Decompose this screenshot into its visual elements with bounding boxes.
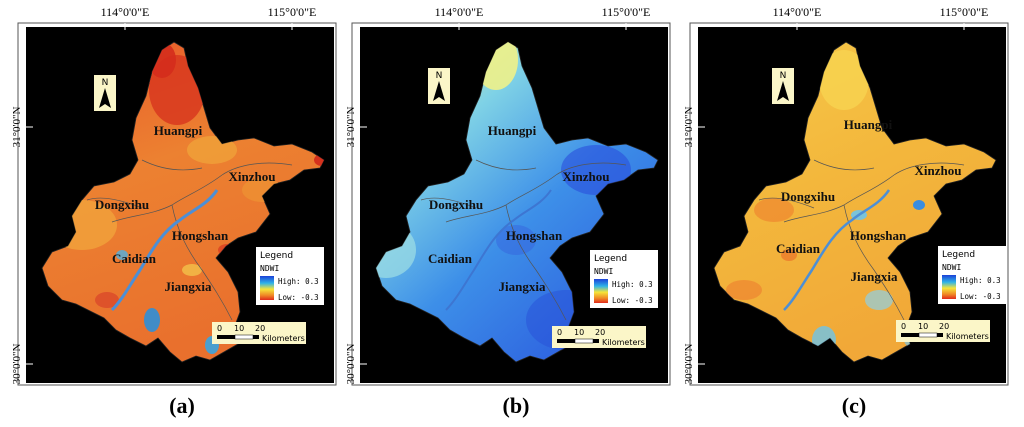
scale-bar: 0 10 20 Kilometers bbox=[896, 320, 990, 342]
district-label-dongxihu: Dongxihu bbox=[95, 197, 149, 212]
longitude-label-114: 114°0'0"E bbox=[435, 5, 484, 19]
district-lines bbox=[86, 159, 293, 321]
svg-text:0: 0 bbox=[557, 328, 562, 337]
map-figure-c: N Huangpi Xinzhou Dongxihu Hongshan Caid… bbox=[684, 5, 1009, 386]
panel-caption-b: (b) bbox=[502, 393, 530, 418]
legend-variable: NDWI bbox=[942, 263, 961, 272]
legend-high: High: 0.3 bbox=[960, 276, 1001, 285]
longitude-label-115: 115°0'0"E bbox=[940, 5, 989, 19]
scale-unit: Kilometers bbox=[262, 334, 305, 343]
longitude-label-114: 114°0'0"E bbox=[101, 5, 150, 19]
legend-color-ramp bbox=[942, 275, 956, 299]
district-label-jiangxia: Jiangxia bbox=[165, 279, 212, 294]
latitude-label-31: 31°0'0"N bbox=[12, 107, 23, 148]
district-label-caidian: Caidian bbox=[112, 251, 157, 266]
district-label-caidian: Caidian bbox=[776, 241, 821, 256]
legend: Legend NDWI High: 0.3 Low: -0.3 bbox=[590, 250, 658, 308]
north-arrow-label: N bbox=[436, 71, 443, 81]
latitude-label-31: 31°0'0"N bbox=[684, 107, 695, 148]
district-label-huangpi: Huangpi bbox=[488, 123, 537, 138]
district-label-huangpi: Huangpi bbox=[154, 123, 203, 138]
district-label-huangpi: Huangpi bbox=[844, 117, 893, 132]
scale-unit: Kilometers bbox=[946, 332, 989, 341]
scale-unit: Kilometers bbox=[602, 338, 645, 347]
longitude-label-115: 115°0'0"E bbox=[602, 5, 651, 19]
north-arrow: N bbox=[428, 68, 450, 104]
latitude-label-31: 31°0'0"N bbox=[346, 107, 357, 148]
district-label-caidian: Caidian bbox=[428, 251, 473, 266]
legend-color-ramp bbox=[260, 276, 274, 300]
yangtze-river bbox=[445, 189, 552, 311]
scale-bar: 0 10 20 Kilometers bbox=[552, 326, 646, 348]
north-arrow-label: N bbox=[102, 78, 109, 88]
scale-bar: 0 10 20 Kilometers bbox=[212, 322, 306, 344]
legend-low: Low: -0.3 bbox=[612, 296, 653, 305]
legend: Legend NDWI High: 0.3 Low: -0.3 bbox=[938, 246, 1006, 304]
map-figure-b: N Huangpi Xinzhou Dongxihu Hongshan Caid… bbox=[346, 5, 671, 386]
district-label-xinzhou: Xinzhou bbox=[915, 163, 962, 178]
district-label-xinzhou: Xinzhou bbox=[229, 169, 276, 184]
panel-caption-c: (c) bbox=[841, 393, 867, 418]
ndwi-texture bbox=[726, 50, 925, 354]
legend-high: High: 0.3 bbox=[612, 280, 653, 289]
latitude-label-30: 30°0'0"N bbox=[684, 344, 695, 385]
district-label-jiangxia: Jiangxia bbox=[499, 279, 546, 294]
map-figure-a: N Huangpi Xinzhou Dongxihu Hongshan Caid… bbox=[12, 5, 337, 386]
district-label-jiangxia: Jiangxia bbox=[851, 269, 898, 284]
north-arrow: N bbox=[94, 75, 116, 111]
legend-title: Legend bbox=[942, 250, 975, 260]
longitude-label-115: 115°0'0"E bbox=[268, 5, 317, 19]
map-panel-b: N Huangpi Xinzhou Dongxihu Hongshan Caid… bbox=[346, 0, 686, 427]
svg-text:20: 20 bbox=[939, 322, 949, 331]
legend-title: Legend bbox=[594, 254, 627, 264]
longitude-label-114: 114°0'0"E bbox=[773, 5, 822, 19]
panel-caption-a: (a) bbox=[169, 393, 195, 418]
district-label-hongshan: Hongshan bbox=[850, 228, 907, 243]
district-lines bbox=[758, 159, 965, 321]
map-panel-c: N Huangpi Xinzhou Dongxihu Hongshan Caid… bbox=[684, 0, 1024, 427]
legend-high: High: 0.3 bbox=[278, 277, 319, 286]
legend: Legend NDWI High: 0.3 Low: -0.3 bbox=[256, 247, 324, 305]
svg-text:10: 10 bbox=[918, 322, 928, 331]
district-lines bbox=[420, 159, 627, 321]
latitude-label-30: 30°0'0"N bbox=[12, 344, 23, 385]
svg-text:0: 0 bbox=[217, 324, 222, 333]
svg-text:20: 20 bbox=[595, 328, 605, 337]
north-arrow-label: N bbox=[780, 71, 787, 81]
latitude-label-30: 30°0'0"N bbox=[346, 344, 357, 385]
svg-text:20: 20 bbox=[255, 324, 265, 333]
legend-variable: NDWI bbox=[260, 264, 279, 273]
legend-variable: NDWI bbox=[594, 267, 613, 276]
legend-title: Legend bbox=[260, 251, 293, 261]
legend-low: Low: -0.3 bbox=[960, 292, 1001, 301]
svg-text:10: 10 bbox=[234, 324, 244, 333]
district-label-dongxihu: Dongxihu bbox=[429, 197, 483, 212]
district-label-hongshan: Hongshan bbox=[172, 228, 229, 243]
map-panel-a: N Huangpi Xinzhou Dongxihu Hongshan Caid… bbox=[12, 0, 352, 427]
district-label-xinzhou: Xinzhou bbox=[563, 169, 610, 184]
north-arrow: N bbox=[772, 68, 794, 104]
svg-text:10: 10 bbox=[574, 328, 584, 337]
legend-color-ramp bbox=[594, 279, 608, 303]
district-label-hongshan: Hongshan bbox=[506, 228, 563, 243]
legend-low: Low: -0.3 bbox=[278, 293, 319, 302]
district-label-dongxihu: Dongxihu bbox=[781, 189, 835, 204]
wuhan-boundary bbox=[713, 41, 997, 363]
yangtze-river bbox=[110, 189, 219, 312]
yangtze-river bbox=[783, 189, 891, 311]
svg-text:0: 0 bbox=[901, 322, 906, 331]
